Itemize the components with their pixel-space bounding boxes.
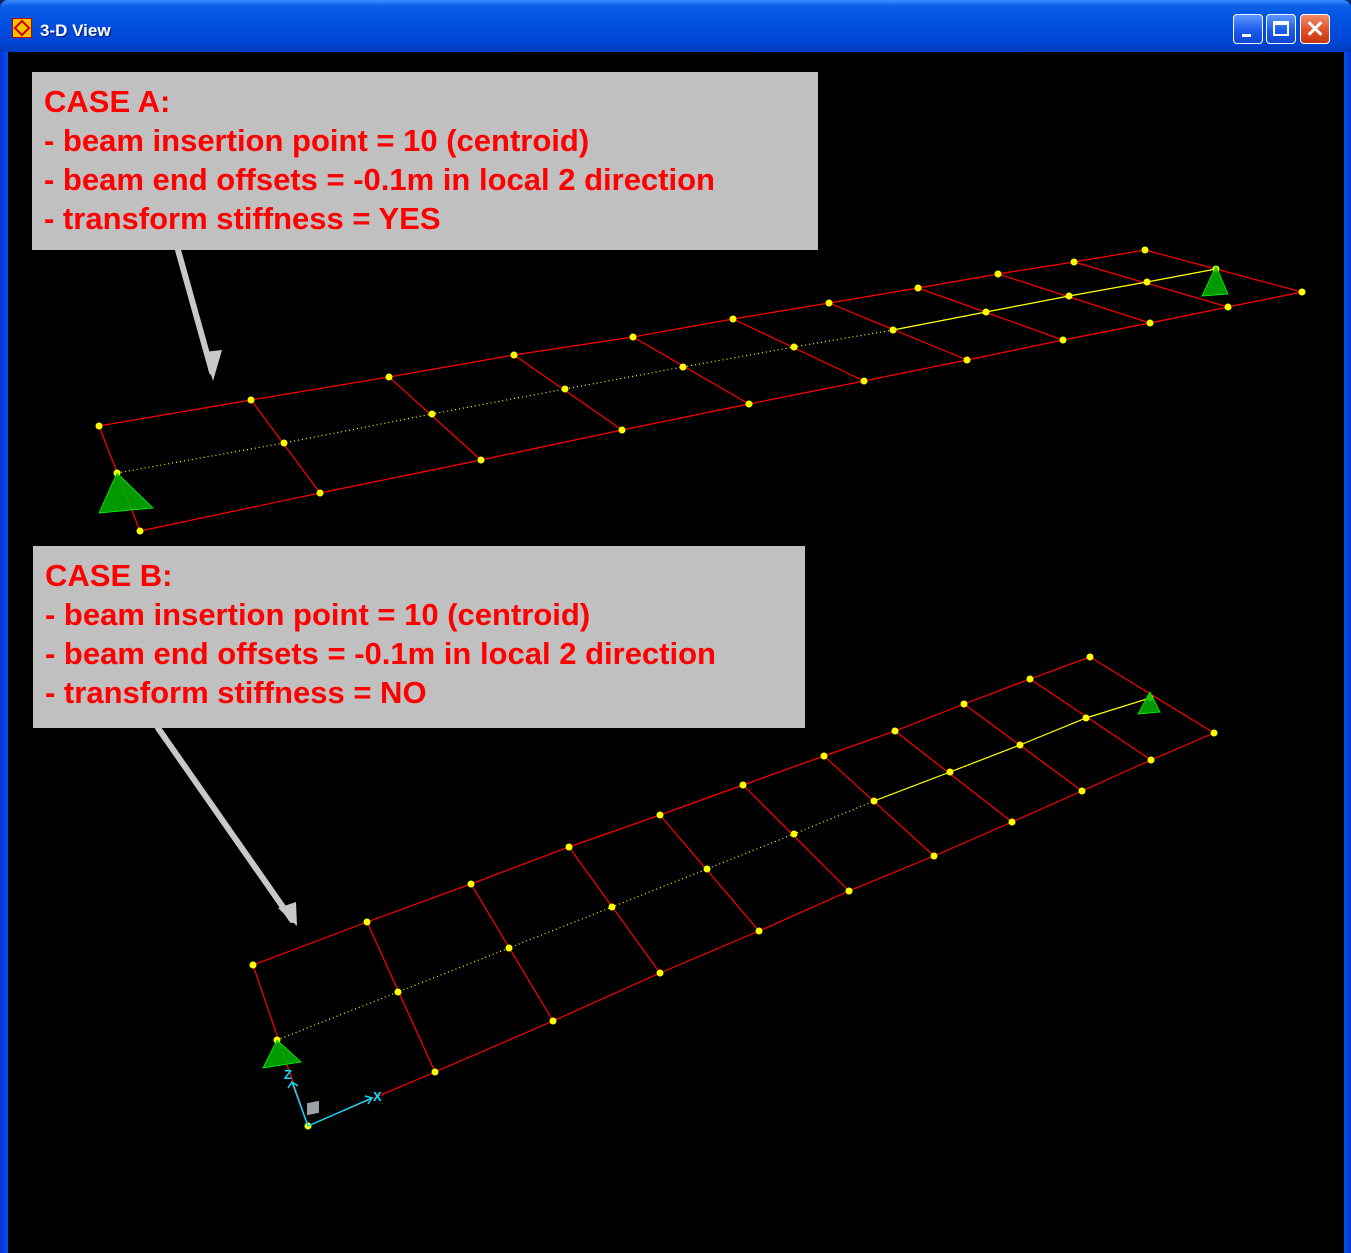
case-a-arrowhead <box>204 350 222 381</box>
case-b-line-1: - beam insertion point = 10 (centroid) <box>45 597 591 632</box>
case-a-support-left <box>98 472 154 514</box>
close-icon <box>1301 15 1329 43</box>
maximize-icon <box>1273 21 1289 36</box>
z-axis-label: Z <box>284 1067 292 1082</box>
case-b-support-left <box>262 1039 302 1069</box>
case-b-arrow <box>155 725 295 923</box>
case-b-beam-yellow-segment <box>873 697 1151 802</box>
case-a-support-right <box>1201 265 1229 297</box>
window-frame-right <box>1344 52 1351 1253</box>
model-viewport[interactable]: Z X CASE A: - beam insertion point = 10 … <box>8 52 1344 1253</box>
case-a-heading: CASE A: <box>44 84 171 119</box>
window-frame-left <box>0 52 8 1253</box>
callout-arrows <box>155 247 295 923</box>
close-button[interactable] <box>1300 14 1330 44</box>
app-icon[interactable] <box>12 18 32 38</box>
case-a-mesh <box>98 249 1303 532</box>
case-b-heading: CASE B: <box>45 558 173 593</box>
case-a-line-2: - beam end offsets = -0.1m in local 2 di… <box>44 162 715 197</box>
case-b-line-3: - transform stiffness = NO <box>45 675 427 710</box>
case-b-line-2: - beam end offsets = -0.1m in local 2 di… <box>45 636 716 671</box>
maximize-button[interactable] <box>1266 14 1296 44</box>
minimize-button[interactable] <box>1233 14 1263 44</box>
case-a-joints <box>95 246 1306 535</box>
case-a-arrow <box>175 247 215 375</box>
window-title: 3-D View <box>40 21 111 40</box>
case-b-arrowhead <box>278 902 297 926</box>
x-axis-label: X <box>373 1089 382 1104</box>
case-b-beam-line <box>276 697 1151 1041</box>
axes-origin-box <box>307 1100 319 1116</box>
x-axis <box>307 1097 373 1127</box>
case-a-edge-front <box>139 291 1303 532</box>
title-bar[interactable]: 3-D View <box>0 0 1351 52</box>
case-a-note: CASE A: - beam insertion point = 10 (cen… <box>32 72 818 250</box>
minimize-icon <box>1242 34 1251 37</box>
case-a-line-1: - beam insertion point = 10 (centroid) <box>44 123 590 158</box>
global-axes-indicator <box>287 1080 374 1127</box>
case-a-edge-back <box>98 249 1146 427</box>
z-axis <box>291 1081 309 1127</box>
case-a-line-3: - transform stiffness = YES <box>44 201 441 236</box>
model-canvas[interactable]: Z X <box>8 52 1344 1253</box>
case-a-beam-yellow-segment <box>892 268 1217 331</box>
case-b-support-right <box>1137 691 1161 715</box>
case-b-note: CASE B: - beam insertion point = 10 (cen… <box>33 546 805 728</box>
